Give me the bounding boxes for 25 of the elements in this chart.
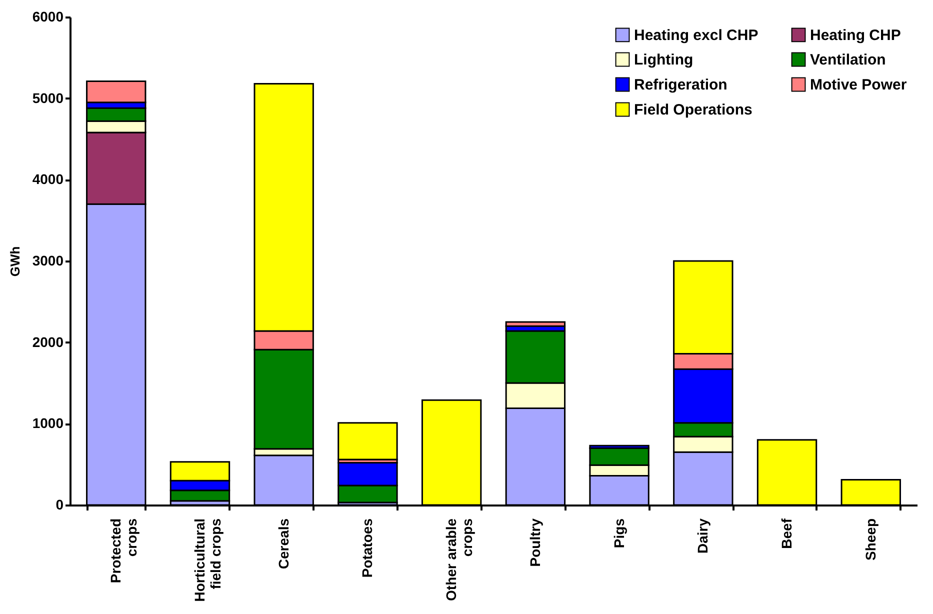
y-tick-label: 6000: [32, 8, 64, 24]
x-tick-label: Other arable crops: [443, 518, 476, 601]
x-tick-label: Beef: [778, 518, 795, 549]
legend-label: Lighting: [634, 52, 694, 68]
legend-label: Field Operations: [634, 102, 752, 118]
legend-label: Heating excl CHP: [634, 26, 758, 44]
x-tick-label: Cereals: [275, 518, 292, 570]
bar: [338, 422, 398, 460]
legend-label: Motive Power: [810, 76, 907, 94]
legend-label: Refrigeration: [634, 76, 728, 94]
legend-label: Heating CHP: [810, 26, 901, 44]
x-tick-label: Sheep: [862, 518, 878, 561]
x-tick-label: Protected crops: [108, 518, 140, 584]
x-tick-label: Potatoes: [359, 518, 376, 578]
y-tick-label: 5000: [32, 90, 64, 106]
y-tick-label: 4000: [32, 171, 64, 188]
y-tick-label: 3000: [32, 252, 64, 268]
y-tick-label: 2000: [32, 334, 64, 350]
legend-label: Ventilation: [810, 52, 886, 68]
x-tick-label: Pigs: [610, 518, 627, 548]
x-tick-label: Poultry: [526, 518, 543, 567]
y-tick-label: 0: [56, 496, 64, 512]
x-tick-label: Dairy: [694, 518, 711, 554]
y-axis-title: GWh: [7, 246, 22, 277]
y-tick-label: 1000: [32, 415, 64, 432]
